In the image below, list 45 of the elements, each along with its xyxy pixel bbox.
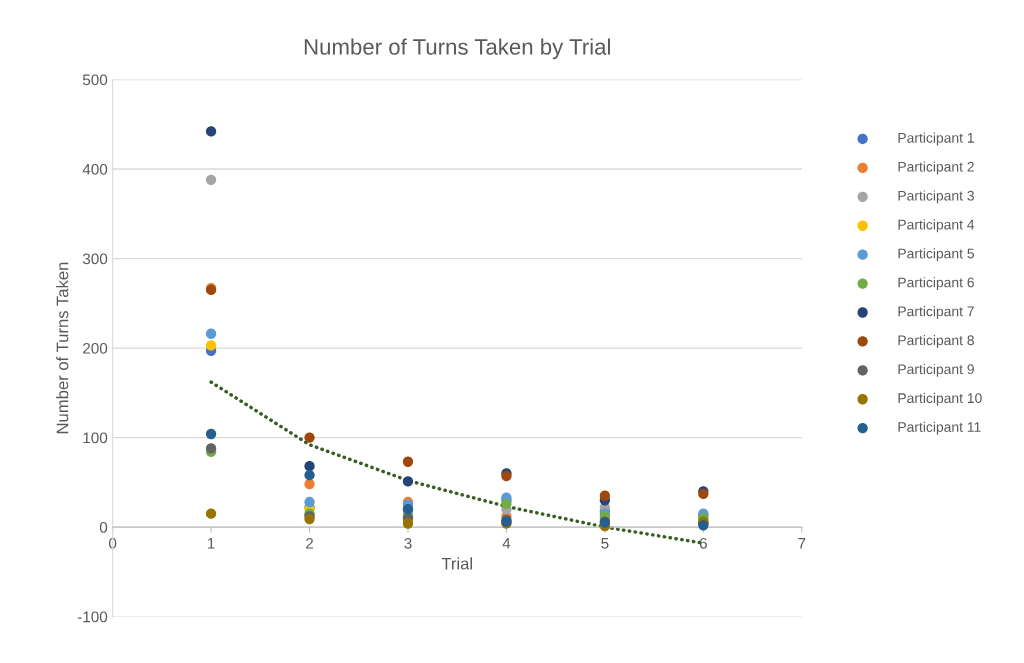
- point: [304, 496, 315, 508]
- legend-label: Participant 9: [898, 363, 974, 377]
- x-tick-label: 1: [208, 538, 215, 549]
- y-axis-title: Number of Turns Taken: [56, 262, 69, 434]
- point: [304, 470, 315, 481]
- point: [205, 340, 217, 351]
- y-tick-label: 100: [83, 432, 108, 444]
- y-tick-label: 400: [82, 163, 108, 175]
- x-tick-label: 3: [404, 537, 412, 549]
- legend-label: Participant 2: [898, 161, 974, 175]
- point: [304, 432, 315, 443]
- x-axis-title: Trial: [441, 557, 472, 570]
- point: [205, 126, 217, 137]
- point: [402, 518, 414, 529]
- point: [402, 476, 414, 487]
- legend-label: Participant 1: [898, 132, 974, 146]
- x-tick-label: 4: [502, 538, 511, 549]
- x-tick-label: 7: [798, 538, 806, 549]
- x-tick-label: 5: [601, 538, 609, 549]
- legend-label: Participant 7: [898, 306, 974, 320]
- x-tick-label: 2: [306, 537, 314, 549]
- legend-label: Participant 10: [898, 392, 982, 406]
- legend-label: Participant 3: [898, 190, 974, 204]
- y-tick-label: 500: [82, 74, 108, 86]
- point: [205, 328, 217, 339]
- x-tick-label: 6: [699, 537, 707, 549]
- legend-label: Participant 5: [898, 248, 974, 262]
- chart-title: Number of Turns Taken by Trial: [304, 38, 610, 60]
- y-tick-label: 0: [99, 521, 108, 533]
- legend-label: Participant 6: [898, 277, 974, 291]
- point: [304, 478, 315, 490]
- point: [205, 508, 217, 519]
- y-tick-label: 300: [82, 253, 108, 265]
- point: [304, 461, 315, 472]
- legend-label: Participant 8: [898, 335, 974, 348]
- point: [205, 443, 217, 454]
- point: [599, 490, 611, 501]
- y-tick-label: 200: [83, 342, 108, 354]
- legend-label: Participant 11: [898, 421, 981, 435]
- x-tick-label: 0: [108, 537, 117, 549]
- point: [402, 456, 414, 467]
- point: [205, 428, 217, 440]
- point: [205, 174, 217, 185]
- legend-label: Participant 4: [898, 219, 975, 233]
- y-tick-label: -100: [77, 611, 108, 623]
